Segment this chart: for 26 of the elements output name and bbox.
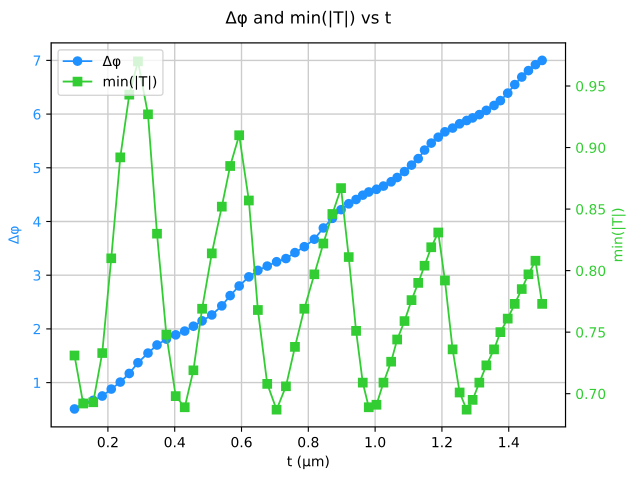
y2-tick-label: 0.80 — [576, 266, 606, 276]
y2-tick-label: 0.95 — [576, 80, 605, 92]
y-tick-label: 2 — [34, 324, 40, 334]
x-tick-label: 0.8 — [298, 436, 318, 448]
chart-title: Δφ and min(|T|) vs t — [226, 10, 391, 28]
y2-axis-title: min(|T|) — [612, 208, 626, 262]
y-tick-label: 3 — [34, 270, 40, 281]
y2-tick-label: 0.85 — [576, 204, 605, 215]
y-axis-title: Δφ — [8, 226, 22, 244]
y-tick-label: 6 — [34, 109, 41, 120]
x-tick-label: 0.6 — [231, 436, 252, 448]
y2-tick-label: 0.70 — [576, 388, 606, 400]
legend-label: Δφ — [102, 56, 120, 69]
x-tick-label: 0.4 — [164, 436, 185, 448]
legend-label: min(|T|) — [104, 76, 156, 90]
x-tick-label: 1.0 — [366, 436, 386, 448]
x-tick-label: 1.2 — [432, 436, 452, 448]
x-tick-label: 0.2 — [98, 436, 118, 448]
y-tick-label: 5 — [34, 162, 40, 174]
x-tick-label: 1.4 — [499, 437, 519, 448]
x-axis-title: t (μm) — [287, 456, 329, 470]
y2-tick-label: 0.75 — [576, 327, 605, 338]
y-tick-label: 4 — [33, 216, 41, 227]
y-tick-label: 1 — [34, 378, 40, 388]
y2-tick-label: 0.90 — [576, 142, 606, 154]
y-tick-label: 7 — [34, 56, 40, 66]
